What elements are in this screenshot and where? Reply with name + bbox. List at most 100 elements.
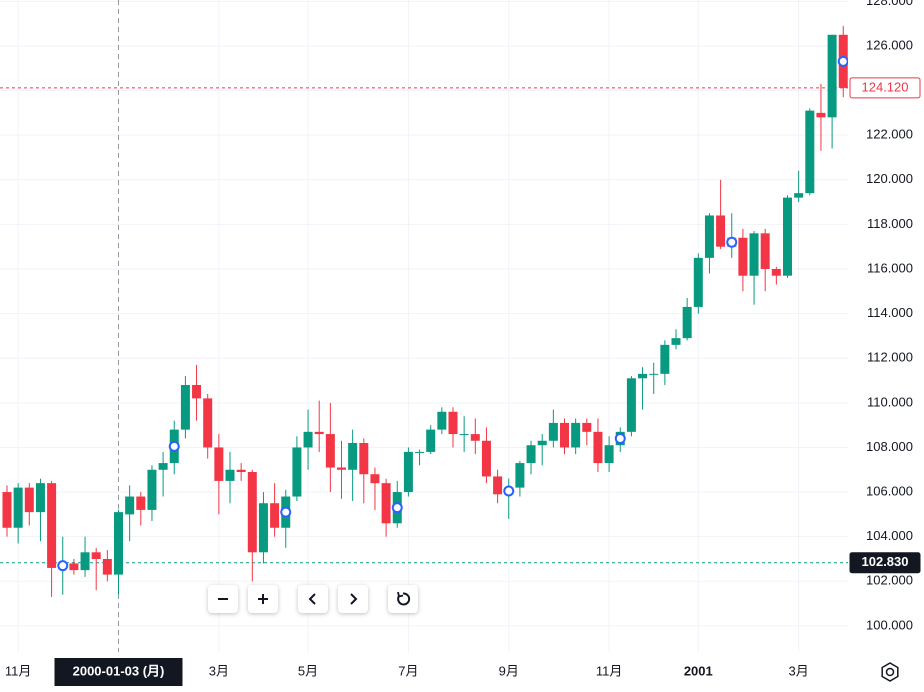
candle-body	[147, 469, 157, 510]
y-tick-label: 108.000	[866, 439, 913, 454]
candle-body	[47, 483, 57, 568]
price-label: 102.830	[862, 554, 909, 569]
candle-body	[258, 503, 268, 553]
candle-body	[783, 197, 792, 276]
candle-body	[158, 463, 168, 470]
candle-body	[69, 563, 79, 571]
y-tick-label: 100.000	[866, 617, 913, 632]
price-label: 124.120	[862, 79, 909, 94]
zoom-out-button[interactable]	[208, 585, 238, 613]
x-tick-label: 11月	[5, 663, 32, 678]
candle-body	[35, 483, 45, 513]
x-tick-label: 3月	[789, 663, 809, 678]
candle-body	[403, 451, 413, 493]
candle-body	[415, 451, 425, 453]
y-tick-label: 128.000	[866, 0, 913, 8]
zoom-in-button[interactable]	[248, 585, 278, 613]
y-tick-label: 106.000	[866, 484, 913, 499]
candle-body	[604, 445, 614, 464]
candle-body	[24, 487, 34, 513]
candle-body	[381, 483, 391, 524]
candle-body	[192, 384, 202, 399]
candle-body	[481, 440, 491, 477]
candle-body	[693, 257, 703, 307]
candle-body	[749, 233, 759, 276]
x-tick-label: 3月	[209, 663, 229, 678]
reset-button[interactable]	[388, 585, 418, 613]
y-tick-label: 126.000	[866, 37, 913, 52]
candle-body	[526, 445, 536, 464]
candle-body	[537, 440, 547, 446]
candle-body	[448, 411, 458, 435]
candle-body	[180, 384, 190, 430]
candle-body	[805, 110, 815, 194]
candle-body	[437, 411, 447, 430]
candle-body	[560, 422, 569, 448]
candle-body	[247, 471, 257, 553]
event-marker	[280, 506, 292, 518]
candle-body	[738, 237, 748, 276]
x-tick-label: 2001	[684, 663, 713, 678]
candle-body	[515, 463, 525, 488]
x-tick-label: 7月	[398, 663, 418, 678]
candle-body	[114, 512, 123, 575]
candle-body	[649, 373, 659, 375]
candle-body	[816, 112, 826, 118]
candle-body	[771, 269, 781, 276]
candle-body	[760, 233, 770, 270]
event-marker	[168, 440, 180, 452]
candle-body	[348, 442, 358, 470]
candle-body	[593, 431, 603, 464]
candle-body	[548, 422, 558, 441]
y-tick-label: 110.000	[867, 394, 913, 409]
candle-body	[716, 215, 726, 247]
event-marker	[614, 433, 626, 445]
candle-body	[236, 469, 246, 472]
crosshair-label: 2000-01-03 (月)	[73, 663, 165, 678]
candle-body	[459, 434, 469, 436]
event-marker	[726, 236, 738, 248]
candle-body	[827, 34, 837, 118]
scroll-right-button[interactable]	[338, 585, 368, 613]
candle-body	[102, 558, 112, 575]
candle-body	[13, 487, 23, 528]
candle-body	[638, 373, 648, 379]
price-label-box	[849, 77, 921, 99]
price-label-box	[849, 552, 921, 574]
candle-body	[359, 442, 369, 475]
y-tick-label: 120.000	[866, 171, 913, 186]
candle-body	[2, 492, 12, 528]
event-marker	[503, 485, 515, 497]
price-axis	[848, 0, 924, 692]
event-marker	[837, 55, 849, 67]
y-tick-label: 104.000	[866, 528, 913, 543]
x-tick-label: 9月	[499, 663, 519, 678]
candle-body	[214, 447, 224, 481]
candle-body	[303, 431, 313, 448]
candle-body	[626, 378, 636, 432]
candle-body	[314, 431, 324, 435]
candle-body	[571, 422, 581, 448]
y-tick-label: 102.000	[866, 573, 913, 588]
candle-body	[292, 447, 302, 497]
candle-body	[325, 434, 335, 468]
crosshair-label-box	[54, 658, 183, 686]
candle-body	[704, 215, 714, 258]
event-marker	[391, 502, 403, 514]
candle-body	[270, 503, 280, 528]
candle-body	[426, 429, 436, 452]
scroll-left-button[interactable]	[298, 585, 328, 613]
x-tick-label: 5月	[298, 663, 318, 678]
candle-body	[671, 338, 681, 345]
candle-body	[660, 344, 670, 374]
event-marker	[57, 560, 69, 572]
candle-body	[794, 193, 804, 198]
y-tick-label: 116.000	[867, 260, 913, 275]
candle-body	[337, 467, 346, 470]
y-tick-label: 118.000	[867, 216, 913, 231]
candle-body	[493, 476, 503, 495]
y-tick-label: 112.000	[867, 350, 913, 365]
settings-button[interactable]	[878, 660, 902, 684]
